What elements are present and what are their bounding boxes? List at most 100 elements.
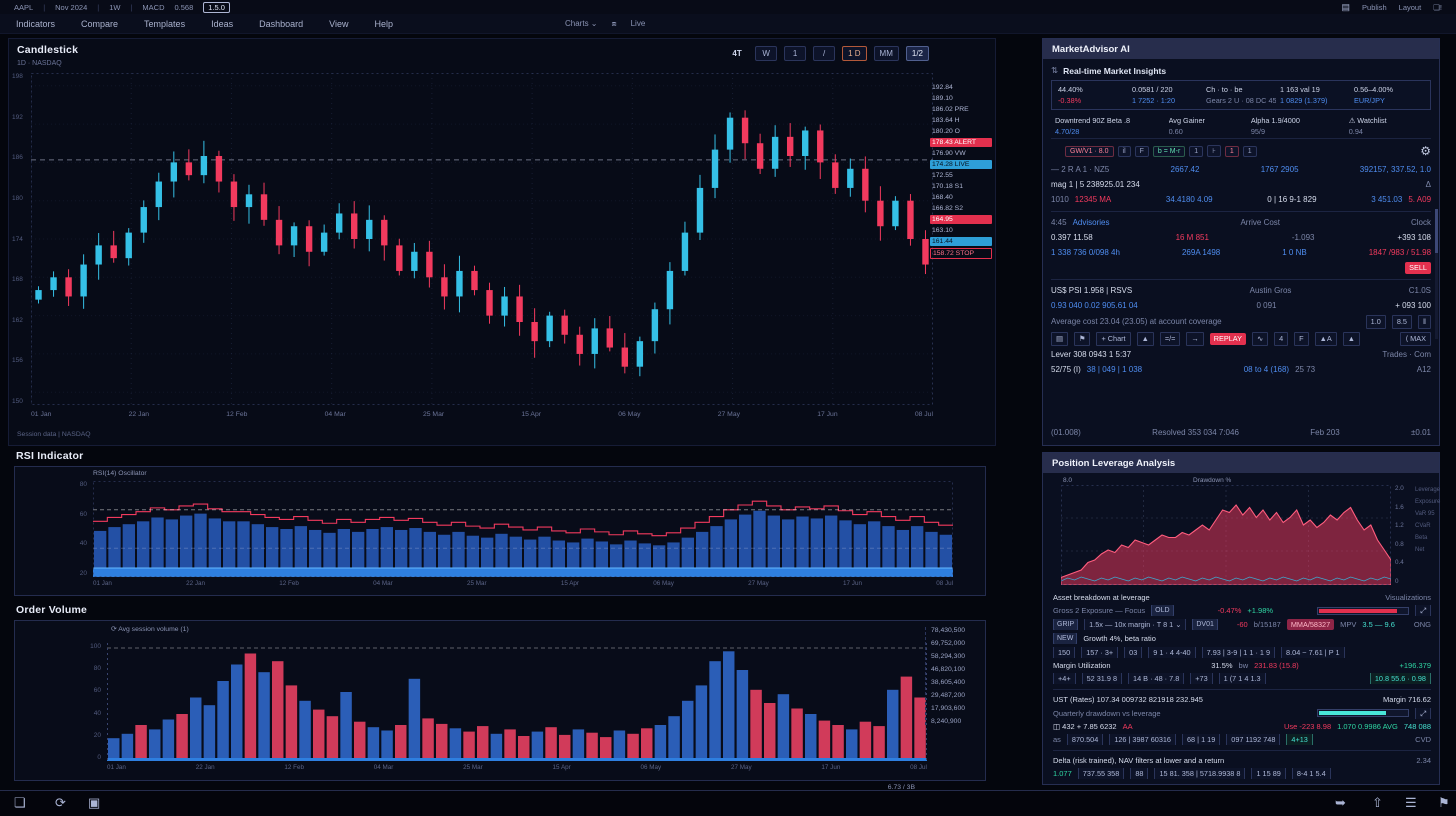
- price-label-chip: 176.90 VW: [932, 150, 966, 157]
- ai-toolbar-chip[interactable]: 1: [1242, 145, 1257, 157]
- tick-label: 06 May: [653, 580, 674, 587]
- ticker-symbol[interactable]: AAPL: [14, 2, 34, 12]
- ai-toolbar-chip[interactable]: GW/V1 · 8.0: [1065, 145, 1114, 157]
- tick-label: 27 May: [748, 580, 769, 587]
- data-row: Asset breakdown at leverage Visualization…: [1053, 593, 1431, 602]
- row-segment[interactable]: NEW: [1053, 633, 1078, 645]
- live-toggle[interactable]: Live: [630, 18, 646, 28]
- timeframe-label[interactable]: 1W: [109, 2, 121, 12]
- row-segment: Δ: [1425, 180, 1431, 189]
- price-label-column: 192.84 189.10 186.02 PRE 183.64 H 180.20 O 17…: [930, 83, 992, 259]
- timeframe-button[interactable]: W: [755, 46, 778, 61]
- row-segment: 0 | 16 9-1 829: [1267, 195, 1317, 204]
- row-segment[interactable]: REPLAY: [1209, 333, 1246, 345]
- row-segment: 1010: [1051, 195, 1069, 204]
- row-segment: =/=: [1159, 332, 1181, 346]
- stat-cell: Downtrend 90Z Beta .8 4.70/28: [1055, 116, 1165, 136]
- menu-dashboard[interactable]: Dashboard: [259, 18, 304, 29]
- tick-label: 20: [79, 569, 87, 577]
- gear-icon[interactable]: ⚙: [1420, 144, 1431, 158]
- row-segment: Trades · Com: [1382, 350, 1431, 359]
- drawdown-side-legend: Leverage Exposure VaR 95 CVaR Beta Net: [1415, 487, 1440, 553]
- ai-toolbar-chip[interactable]: 1: [1189, 145, 1204, 157]
- scrollbar[interactable]: [1435, 209, 1438, 339]
- layout-button[interactable]: Layout: [1398, 2, 1422, 12]
- list-icon[interactable]: ☰: [1405, 795, 1417, 810]
- charts-dropdown[interactable]: Charts ⌄: [565, 18, 598, 28]
- notification-icon[interactable]: ❏!: [1433, 2, 1442, 12]
- drawdown-area-chart[interactable]: [1061, 485, 1391, 585]
- timeframe-button[interactable]: /: [813, 46, 836, 61]
- panel-title: Candlestick: [17, 44, 79, 56]
- menu-view[interactable]: View: [329, 18, 349, 29]
- row-segment: as: [1053, 734, 1061, 744]
- menu-help[interactable]: Help: [374, 18, 394, 29]
- ai-toolbar-chip[interactable]: b = M-r: [1152, 145, 1186, 157]
- indicator-label[interactable]: MACD: [142, 2, 165, 12]
- timeframe-button[interactable]: MM: [873, 46, 899, 61]
- row-segment: 150: [1053, 647, 1076, 659]
- timeframe-button[interactable]: 1/2: [905, 46, 929, 61]
- row-segment: 0.93 040 0.02 905.61 04: [1051, 301, 1138, 310]
- stat-label: Downtrend 90Z Beta .8: [1055, 116, 1131, 125]
- window-icon[interactable]: ▣: [88, 795, 101, 810]
- timeframe-button[interactable]: 1 D: [842, 46, 867, 61]
- upload-icon[interactable]: ⇧: [1372, 795, 1383, 810]
- refresh-icon[interactable]: ⟳: [55, 795, 66, 810]
- flag-icon[interactable]: ⚑: [1438, 795, 1450, 810]
- row-segment: ▲: [1136, 332, 1154, 346]
- share-icon[interactable]: ➥: [1335, 795, 1346, 810]
- volume-chart[interactable]: [107, 643, 927, 761]
- row-segment: 1.070 0.9986 AVG: [1337, 721, 1398, 731]
- bookmark-icon[interactable]: ❏: [14, 795, 26, 810]
- row-segment: 8-4 1 5.4: [1291, 768, 1331, 779]
- tick-label: 15 Apr: [552, 764, 571, 771]
- row-segment[interactable]: DV01: [1192, 619, 1218, 631]
- stat-cell: ⚠ Watchlist 0.94: [1349, 116, 1427, 136]
- data-row: Margin Utilization 31.5% bw 231.83 (15.8) +1…: [1053, 661, 1431, 670]
- tick-label: 69,752,000: [931, 640, 966, 647]
- row-segment: +73: [1190, 673, 1213, 685]
- timeframe-button[interactable]: 1: [784, 46, 807, 61]
- tick-label: 12 Feb: [279, 580, 299, 587]
- candlestick-chart[interactable]: [31, 73, 933, 405]
- row-segment: +196.379: [1399, 661, 1432, 671]
- row-segment: Resolved 353 034 7:046: [1152, 428, 1239, 437]
- row-segment: 231.83 (15.8): [1254, 661, 1299, 671]
- row-segment: UST (Rates) 107.34 009732 821918 232.945: [1053, 695, 1203, 705]
- tick-label: 22 Jan: [128, 411, 150, 418]
- rsi-legend: RSI(14) Oscillator: [93, 470, 147, 477]
- row-segment[interactable]: OLD: [1151, 605, 1174, 617]
- row-segment: Feb 203: [1310, 428, 1340, 437]
- sort-icon[interactable]: ⇅: [1051, 65, 1059, 75]
- price-label-chip: 183.64 H: [932, 117, 960, 124]
- tick-label: 22 Jan: [186, 580, 206, 587]
- ai-toolbar-chip[interactable]: il: [1117, 145, 1131, 157]
- rsi-chart[interactable]: [93, 481, 953, 577]
- window-icon[interactable]: ⧈: [611, 18, 617, 28]
- row-segment[interactable]: SELL: [1405, 262, 1431, 274]
- tick-label: 27 May: [730, 764, 752, 771]
- publish-button[interactable]: Publish: [1362, 2, 1387, 12]
- data-row: Quarterly drawdown vs leverage ⤢: [1053, 707, 1431, 719]
- ai-toolbar-chip[interactable]: 1: [1224, 145, 1239, 157]
- stat-label: 1 163 val 19: [1280, 85, 1320, 94]
- row-segment: CVD: [1415, 734, 1431, 744]
- menu-indicators[interactable]: Indicators: [16, 18, 56, 29]
- row-segment[interactable]: GRIP: [1053, 619, 1079, 631]
- data-row: UST (Rates) 107.34 009732 821918 232.945…: [1053, 695, 1431, 704]
- timeframe-button[interactable]: 4T: [732, 49, 742, 58]
- ai-toolbar-chip[interactable]: ⊦: [1207, 145, 1221, 157]
- menu-compare[interactable]: Compare: [81, 18, 119, 29]
- divider: [1053, 689, 1431, 691]
- row-segment: ‖: [1417, 315, 1431, 329]
- menu-templates[interactable]: Templates: [144, 18, 186, 29]
- tick-label: 46,820,100: [931, 666, 966, 673]
- axis-max-label: 8.0: [1063, 477, 1073, 484]
- row-segment: 2667.42: [1170, 165, 1200, 174]
- menu-ideas[interactable]: Ideas: [211, 18, 234, 29]
- tick-label: 58,294,300: [931, 653, 966, 660]
- data-row: +4+ 52 31.9 8 14 B · 48 · 7.8 +73 1 (7 1 4 1…: [1053, 673, 1431, 685]
- row-segment: →: [1186, 332, 1204, 346]
- ai-toolbar-chip[interactable]: F: [1134, 145, 1149, 157]
